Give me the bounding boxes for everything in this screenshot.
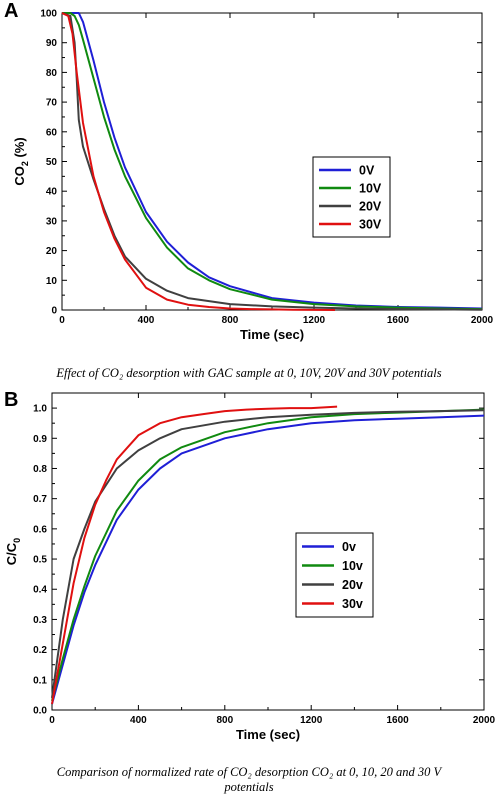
- legend-label: 10V: [359, 182, 382, 196]
- x-tick-label: 1200: [300, 715, 323, 726]
- y-tick-label: 80: [46, 68, 58, 79]
- legend-label: 30v: [342, 597, 363, 611]
- y-tick-label: 0: [51, 306, 57, 317]
- series-line-0v: [62, 12, 483, 310]
- legend-label: 20V: [359, 200, 382, 214]
- y-tick-label: 50: [46, 157, 58, 168]
- y-tick-label: 0.6: [33, 524, 47, 535]
- y-tick-label: 100: [40, 9, 57, 20]
- y-tick-label: 0.0: [33, 706, 47, 717]
- chart-a: 0 400 800 1200 1600 2000 0 10 20 30 40 50 60 70 80 90 10…: [12, 9, 494, 343]
- y-tick-label: 0.2: [33, 645, 47, 656]
- y-axis-label-sub: 2: [20, 161, 30, 166]
- y-tick-label: 40: [46, 187, 58, 198]
- y-tick-label: 0.4: [33, 585, 47, 596]
- y-tick-label: 0.8: [33, 464, 47, 475]
- y-tick-label: 0.5: [33, 555, 47, 566]
- chart-b: 0 400 800 1200 1600 2000 0.0 0.1 0.2 0.3 0.4 0.5 0.6…: [4, 392, 496, 742]
- y-axis-label-tail: (%): [12, 137, 27, 161]
- series-line-20v: [61, 12, 483, 311]
- y-tick-label: 0.7: [33, 494, 47, 505]
- series-line-0v: [51, 414, 485, 705]
- y-tick-label: 20: [46, 246, 58, 257]
- x-tick-label: 400: [138, 315, 155, 326]
- x-tick-label: 800: [222, 315, 239, 326]
- y-tick-label: 0.1: [33, 675, 47, 686]
- x-tick-label: 2000: [471, 315, 494, 326]
- y-axis-label: CO2 (%): [12, 137, 30, 185]
- y-tick-label: 10: [46, 276, 58, 287]
- series-line-30v: [51, 405, 338, 705]
- y-axis-label-main: CO: [12, 166, 27, 186]
- x-tick-label: 0: [59, 315, 65, 326]
- y-tick-label: 70: [46, 98, 58, 109]
- plot-frame: [61, 12, 483, 311]
- x-tick-label: 2000: [473, 715, 496, 726]
- plot-frame: [51, 392, 485, 711]
- chart-b-caption-line2: potentials: [224, 780, 274, 794]
- x-tick-label: 1600: [387, 315, 410, 326]
- legend-label: 10v: [342, 559, 363, 573]
- y-tick-label: 0.3: [33, 615, 47, 626]
- legend: 0V 10V 20V 30V: [312, 156, 391, 238]
- panel-b-letter: B: [4, 389, 19, 411]
- y-tick-label: 60: [46, 127, 58, 138]
- y-tick-label: 30: [46, 216, 58, 227]
- series-line-10v: [51, 408, 485, 702]
- x-axis-label: Time (sec): [240, 327, 304, 342]
- legend-label: 0V: [359, 164, 375, 178]
- y-tick-label: 90: [46, 38, 58, 49]
- legend: 0v 10v 20v 30v: [295, 532, 374, 618]
- y-tick-label: 0.9: [33, 434, 47, 445]
- x-tick-label: 400: [130, 715, 147, 726]
- legend-label: 20v: [342, 578, 363, 592]
- chart-a-caption: Effect of CO₂ desorption with GAC sample…: [56, 366, 442, 380]
- x-axis-label: Time (sec): [236, 727, 300, 742]
- legend-label: 30V: [359, 218, 382, 232]
- series-line-10v: [62, 12, 483, 311]
- legend-label: 0v: [342, 540, 356, 554]
- x-tick-label: 1200: [303, 315, 326, 326]
- x-tick-label: 800: [216, 715, 233, 726]
- x-tick-label: 0: [49, 715, 55, 726]
- panel-a-letter: A: [4, 0, 19, 22]
- series-line-30v: [61, 12, 336, 311]
- y-axis-label-main: C/C: [4, 542, 19, 565]
- series-line-20v: [51, 409, 485, 699]
- y-tick-label: 1.0: [33, 404, 47, 415]
- chart-b-caption: Comparison of normalized rate of CO₂ des…: [0, 765, 498, 795]
- y-axis-label-sub: 0: [12, 538, 22, 543]
- y-axis-label: C/C0: [4, 538, 22, 565]
- x-tick-label: 1600: [386, 715, 409, 726]
- chart-b-caption-line1: Comparison of normalized rate of CO₂ des…: [56, 765, 442, 779]
